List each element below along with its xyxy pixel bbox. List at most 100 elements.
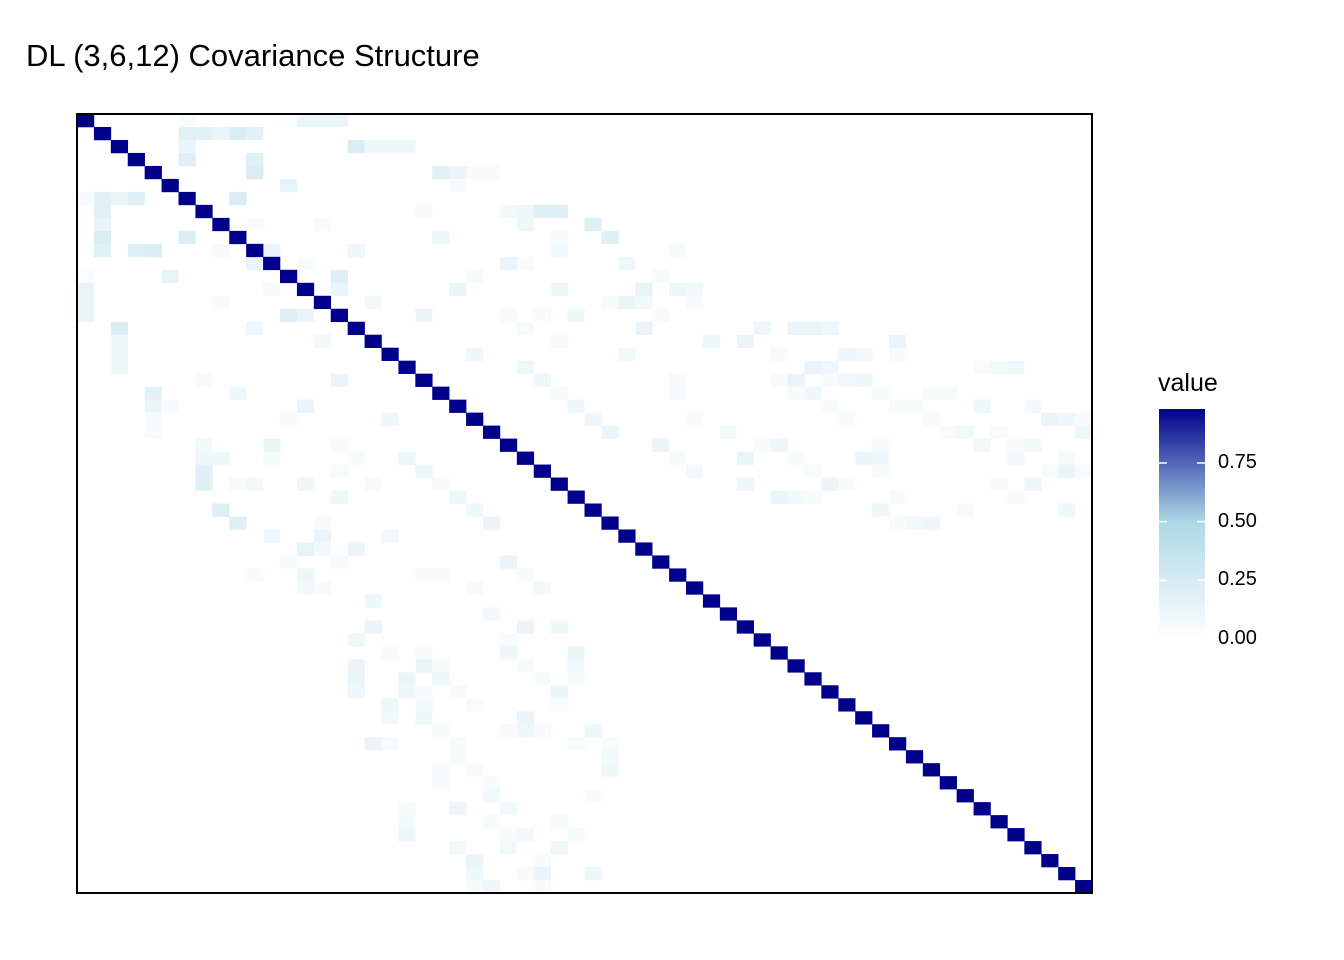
heatmap-cell: [855, 711, 873, 725]
heatmap-cell: [466, 165, 484, 180]
heatmap-cell: [415, 646, 433, 660]
heatmap-cell: [550, 698, 568, 712]
heatmap-cell: [550, 620, 568, 634]
heatmap-cell: [956, 789, 974, 803]
heatmap-cell: [347, 685, 365, 699]
heatmap-cell: [144, 425, 162, 439]
heatmap-cell: [483, 425, 501, 439]
heatmap-cell: [889, 347, 907, 361]
heatmap-cell: [347, 659, 365, 673]
heatmap-cell: [635, 295, 653, 310]
heatmap-cell: [449, 737, 467, 751]
heatmap-cell: [330, 464, 348, 478]
heatmap-cell: [669, 243, 687, 258]
heatmap-cell: [212, 503, 230, 517]
heatmap-cell: [652, 555, 670, 569]
heatmap-cell: [872, 451, 890, 465]
heatmap-cell: [736, 477, 754, 491]
heatmap-cell: [533, 854, 551, 868]
heatmap-cell: [246, 568, 264, 582]
heatmap-cell: [516, 256, 535, 271]
heatmap-cell: [1007, 451, 1025, 465]
heatmap-cell: [246, 217, 264, 232]
heatmap-cell: [686, 295, 704, 310]
heatmap-cell: [990, 815, 1008, 829]
heatmap-cell: [567, 659, 585, 673]
heatmap-cell: [77, 114, 95, 128]
heatmap-cell: [280, 269, 298, 284]
heatmap-cell: [449, 282, 467, 297]
heatmap-cell: [973, 438, 991, 452]
heatmap-cell: [1024, 841, 1042, 855]
heatmap-cell: [229, 191, 247, 206]
heatmap-cell: [499, 802, 518, 816]
heatmap-cell: [110, 321, 129, 336]
heatmap-cell: [1075, 425, 1093, 439]
heatmap-cell: [922, 412, 941, 426]
heatmap-cell: [263, 438, 281, 452]
heatmap-cell: [195, 438, 213, 452]
heatmap-cell: [263, 529, 281, 543]
heatmap-cell: [229, 477, 247, 491]
heatmap-cell: [347, 542, 365, 556]
heatmap-cell: [195, 464, 213, 478]
heatmap-cell: [381, 711, 399, 725]
heatmap-cell: [432, 672, 450, 686]
heatmap-cell: [516, 451, 535, 465]
heatmap-cell: [922, 516, 941, 530]
heatmap-cell: [347, 243, 365, 258]
legend-tick-label: 0.75: [1218, 450, 1257, 473]
heatmap-cell: [702, 334, 721, 348]
heatmap-cell: [330, 114, 348, 128]
heatmap-cell: [770, 490, 788, 504]
heatmap-cell: [466, 867, 484, 881]
heatmap-cell: [398, 672, 416, 686]
heatmap-cell: [652, 269, 670, 284]
legend-title: value: [1158, 369, 1218, 397]
heatmap-cell: [956, 425, 974, 439]
heatmap-cell: [516, 360, 535, 374]
heatmap-cell: [838, 412, 856, 426]
heatmap-cell: [533, 880, 551, 894]
heatmap-cell: [550, 477, 568, 491]
heatmap-cell: [195, 373, 213, 387]
heatmap-cell: [246, 321, 264, 336]
heatmap-cell: [770, 438, 788, 452]
heatmap-cell: [449, 399, 467, 413]
heatmap-cell: [821, 360, 839, 374]
heatmap-cell: [1058, 867, 1076, 881]
heatmap-cell: [990, 477, 1008, 491]
heatmap-cell: [381, 646, 399, 660]
heatmap-cell: [601, 516, 619, 530]
heatmap-cell: [229, 126, 247, 141]
heatmap-cell: [584, 724, 602, 738]
heatmap-cell: [398, 139, 416, 154]
heatmap-cell: [398, 360, 416, 374]
heatmap-cell: [635, 321, 653, 336]
heatmap-cell: [753, 633, 771, 647]
heatmap-cell: [280, 412, 298, 426]
heatmap-cell: [550, 386, 568, 400]
heatmap-cell: [770, 373, 788, 387]
heatmap-cell: [499, 646, 518, 660]
heatmap-cell: [499, 841, 518, 855]
heatmap-cell: [246, 152, 264, 167]
heatmap-cell: [296, 542, 315, 556]
heatmap-cell: [618, 529, 636, 543]
heatmap-cell: [787, 373, 805, 387]
heatmap-cell: [889, 737, 907, 751]
heatmap-cell: [246, 477, 264, 491]
heatmap-cell: [499, 256, 518, 271]
heatmap-cell: [263, 243, 281, 258]
heatmap-cell: [584, 867, 602, 881]
heatmap-cell: [956, 503, 974, 517]
heatmap-cell: [838, 347, 856, 361]
heatmap-cell: [821, 399, 839, 413]
heatmap-cell: [889, 490, 907, 504]
heatmap-cell: [93, 243, 112, 258]
heatmap-cell: [618, 256, 636, 271]
heatmap-cell: [990, 360, 1008, 374]
heatmap-cell: [939, 386, 957, 400]
heatmap-cell: [483, 165, 501, 180]
